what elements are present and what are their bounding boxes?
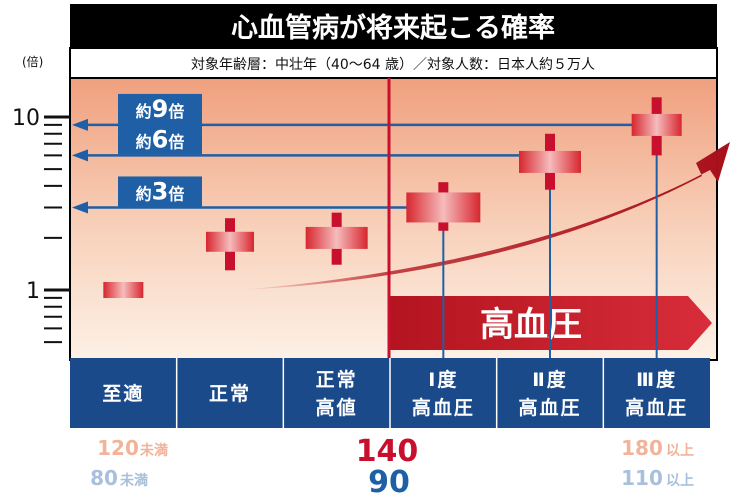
marker-box — [631, 113, 682, 136]
category-label: 高血圧 — [518, 396, 581, 419]
ratio-badge-text: 約9倍 — [136, 95, 185, 123]
risk-markers — [103, 97, 682, 358]
title-banner — [70, 4, 717, 48]
ratio-badge — [118, 124, 202, 155]
marker-box — [519, 150, 581, 173]
category-label: 至適 — [102, 382, 144, 405]
y-tick-label: 1 — [26, 279, 40, 304]
category-label: 高血圧 — [412, 396, 475, 419]
ratio-badge — [118, 176, 202, 207]
category-label: 正常 — [209, 382, 251, 405]
threshold-right-diastolic-suffix: 以上 — [666, 473, 694, 489]
threshold-right-diastolic: 110 — [621, 466, 663, 490]
reference-arrowhead — [72, 118, 88, 131]
ratio-badge-text: 約6倍 — [136, 125, 185, 153]
y-tick-label: 10 — [12, 106, 40, 131]
subtitle-band — [69, 47, 718, 79]
category-label: Ⅲ度 — [636, 368, 677, 391]
category-label: Ⅱ度 — [532, 368, 568, 391]
marker-box — [406, 192, 481, 223]
y-axis-ticks: 1 10 — [12, 106, 70, 344]
category-label: Ⅰ度 — [428, 368, 458, 391]
marker-box — [103, 282, 144, 298]
category-label: 正常 — [316, 368, 358, 391]
chart-title: 心血管病が将来起こる確率 — [231, 12, 555, 44]
threshold-labels: 120 未満 80 未満 140 90 180 以上 110 以上 — [90, 434, 694, 500]
threshold-left-diastolic: 80 — [90, 466, 118, 490]
ratio-badge-text: 約3倍 — [136, 177, 185, 205]
threshold-left-systolic-suffix: 未満 — [140, 442, 168, 459]
threshold-center-systolic: 140 — [356, 434, 419, 469]
marker-box — [305, 226, 368, 249]
y-axis-unit: (倍) — [22, 54, 43, 69]
chart-subtitle: 対象年齢層：中壮年（40〜64 歳）／対象人数：日本人約５万人 — [191, 57, 595, 73]
threshold-center-diastolic: 90 — [368, 465, 410, 500]
threshold-left-systolic: 120 — [97, 436, 139, 460]
threshold-right-systolic-suffix: 以上 — [666, 443, 694, 459]
category-label: 高血圧 — [625, 396, 688, 419]
threshold-right-systolic: 180 — [621, 436, 663, 460]
hypertension-label: 高血圧 — [480, 305, 582, 345]
category-label: 高値 — [316, 396, 358, 419]
ratio-badge — [118, 93, 202, 124]
threshold-left-diastolic-suffix: 未満 — [120, 472, 148, 489]
marker-box — [206, 231, 254, 252]
reference-arrowhead — [72, 201, 88, 214]
reference-arrowhead — [72, 149, 88, 162]
